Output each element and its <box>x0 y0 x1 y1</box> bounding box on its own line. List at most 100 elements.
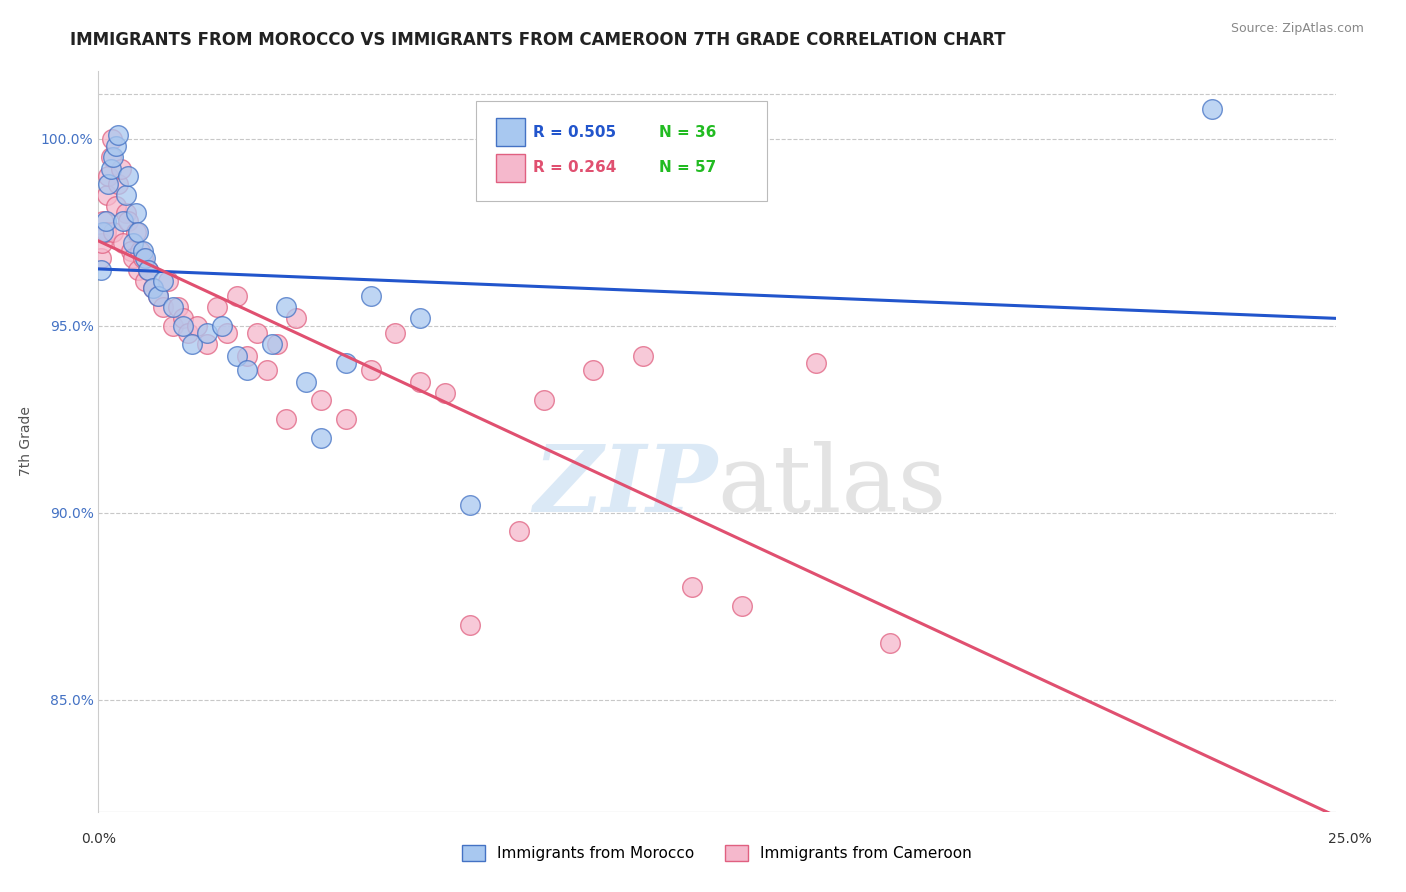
Point <box>112 214 135 228</box>
Point <box>276 300 298 314</box>
Point <box>276 412 298 426</box>
Point <box>582 363 605 377</box>
Point <box>804 356 827 370</box>
Point <box>120 244 142 258</box>
Point <box>236 363 259 377</box>
Point <box>533 393 555 408</box>
Point <box>309 431 332 445</box>
Point <box>166 300 188 314</box>
Point <box>114 187 136 202</box>
Point <box>172 318 194 333</box>
Point <box>236 349 259 363</box>
Point <box>181 337 204 351</box>
Point <box>162 318 184 333</box>
Point <box>195 326 218 340</box>
Point <box>101 131 124 145</box>
Point <box>156 274 179 288</box>
Point <box>134 274 156 288</box>
Point <box>152 274 174 288</box>
Point <box>217 326 239 340</box>
Text: IMMIGRANTS FROM MOROCCO VS IMMIGRANTS FROM CAMEROON 7TH GRADE CORRELATION CHART: IMMIGRANTS FROM MOROCCO VS IMMIGRANTS FR… <box>70 31 1005 49</box>
Point <box>335 356 357 370</box>
Point <box>122 252 145 266</box>
Point <box>205 300 228 314</box>
Text: 25.0%: 25.0% <box>1327 832 1372 846</box>
Point <box>103 150 125 164</box>
Point <box>136 262 159 277</box>
Point <box>127 262 149 277</box>
Point <box>152 300 174 314</box>
Point <box>631 349 654 363</box>
Point <box>256 363 278 377</box>
Point <box>129 244 152 258</box>
Point <box>335 412 357 426</box>
Point <box>409 375 432 389</box>
Text: ZIP: ZIP <box>533 441 717 531</box>
FancyBboxPatch shape <box>475 101 766 201</box>
Text: R = 0.264: R = 0.264 <box>533 160 616 175</box>
Point <box>124 225 146 239</box>
Point <box>136 262 159 277</box>
Legend: Immigrants from Morocco, Immigrants from Cameroon: Immigrants from Morocco, Immigrants from… <box>456 838 979 867</box>
Point <box>100 150 122 164</box>
Point <box>360 363 382 377</box>
Point <box>124 206 146 220</box>
Point <box>132 244 155 258</box>
Point <box>142 281 165 295</box>
Point <box>186 318 208 333</box>
Point <box>146 289 169 303</box>
Point <box>879 636 901 650</box>
Point <box>162 300 184 314</box>
Point <box>93 225 115 239</box>
Point <box>90 262 112 277</box>
Point <box>458 617 481 632</box>
Point <box>409 311 432 326</box>
Point <box>97 169 120 183</box>
Point <box>93 214 115 228</box>
FancyBboxPatch shape <box>495 118 526 146</box>
Point <box>117 169 139 183</box>
Point <box>97 177 120 191</box>
Point <box>211 318 233 333</box>
Point <box>433 386 456 401</box>
Point <box>146 289 169 303</box>
Point <box>112 236 135 251</box>
Point <box>384 326 406 340</box>
Point <box>104 139 127 153</box>
Point <box>122 236 145 251</box>
Text: atlas: atlas <box>717 441 946 531</box>
Text: 0.0%: 0.0% <box>82 832 115 846</box>
Point <box>285 311 308 326</box>
Point <box>266 337 288 351</box>
Point <box>100 161 122 176</box>
Point <box>226 289 249 303</box>
Point <box>90 252 112 266</box>
Point <box>295 375 318 389</box>
Point <box>176 326 198 340</box>
Point <box>260 337 283 351</box>
Point <box>94 225 117 239</box>
Text: R = 0.505: R = 0.505 <box>533 125 616 139</box>
Point <box>96 187 118 202</box>
Point <box>127 225 149 239</box>
Point <box>508 524 530 539</box>
Point <box>107 177 129 191</box>
Text: Source: ZipAtlas.com: Source: ZipAtlas.com <box>1230 22 1364 36</box>
Point <box>103 225 125 239</box>
FancyBboxPatch shape <box>495 153 526 182</box>
Point <box>110 161 132 176</box>
Point <box>94 214 117 228</box>
Point <box>246 326 269 340</box>
Point <box>360 289 382 303</box>
Point <box>681 580 703 594</box>
Point <box>172 311 194 326</box>
Point <box>91 236 114 251</box>
Point <box>104 199 127 213</box>
Text: N = 36: N = 36 <box>659 125 716 139</box>
Point <box>226 349 249 363</box>
Point <box>132 252 155 266</box>
Point <box>195 337 218 351</box>
Point <box>309 393 332 408</box>
Text: N = 57: N = 57 <box>659 160 716 175</box>
Point <box>107 128 129 142</box>
